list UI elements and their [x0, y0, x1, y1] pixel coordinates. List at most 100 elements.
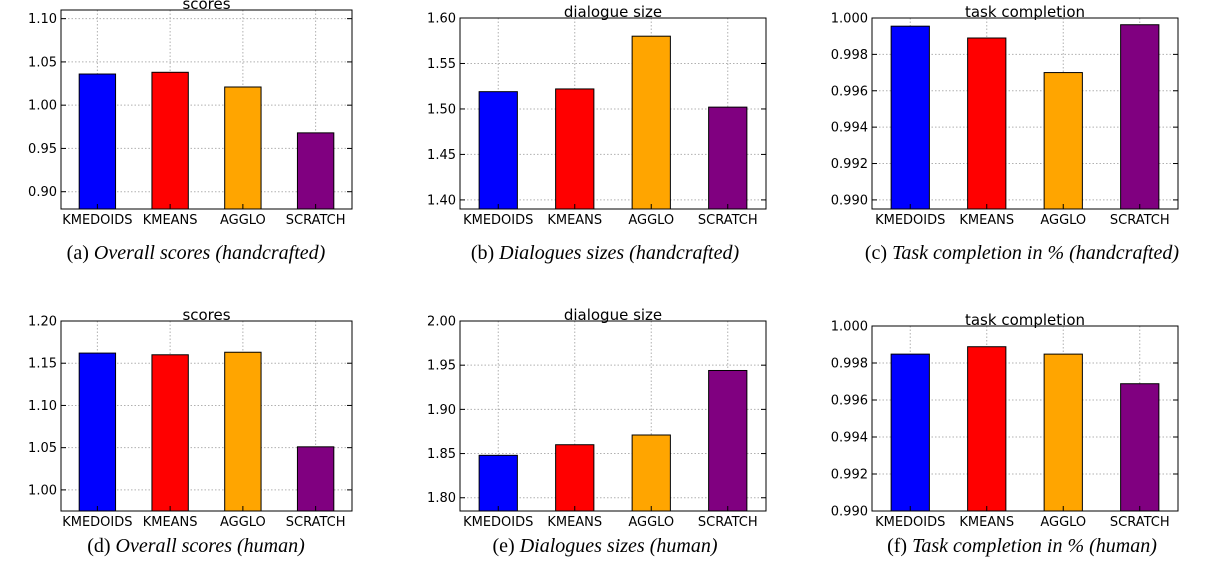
x-tick-label: KMEANS: [143, 515, 198, 530]
x-tick-label: SCRATCH: [1110, 515, 1170, 530]
caption-2: (b) Dialogues sizes (handcrafted): [405, 242, 805, 265]
y-tick-label: 1.00: [28, 483, 57, 498]
y-tick-label: 1.40: [427, 193, 456, 208]
bar-scratch: [708, 106, 748, 210]
bar-scratch: [1120, 383, 1160, 512]
caption-text: Dialogues sizes (handcrafted): [499, 242, 740, 264]
caption-label: (e): [492, 535, 515, 557]
y-tick-label: 2.00: [427, 315, 456, 330]
caption-text: Overall scores (human): [115, 535, 305, 557]
y-tick-label: 0.998: [831, 48, 868, 63]
x-tick-label: KMEANS: [547, 213, 602, 228]
bar-kmedoids: [78, 73, 117, 210]
caption-6: (f) Task completion in % (human): [822, 535, 1216, 558]
chart-title: task completion: [965, 3, 1085, 21]
bar-scratch: [1120, 24, 1160, 210]
plot-frame: [871, 325, 1179, 512]
bar-kmedoids: [78, 352, 117, 512]
bar-scratch: [296, 132, 335, 210]
caption-text: Task completion in % (human): [912, 535, 1157, 557]
caption-label: (c): [864, 242, 888, 264]
y-tick-label: 1.20: [28, 315, 57, 330]
chart-panel-1: 0.90 0.95 1.00 1.05 1.10 KMEDOIDS KMEANS AGGLO S…: [28, 0, 353, 228]
x-tick-label: SCRATCH: [698, 515, 758, 530]
bar-kmeans: [151, 354, 189, 512]
chart-title: task completion: [965, 311, 1085, 329]
y-tick-label: 1.55: [427, 57, 456, 72]
bar-agglo: [1043, 353, 1083, 512]
x-tick-label: KMEANS: [547, 515, 602, 530]
x-tick-label: KMEANS: [959, 213, 1014, 228]
x-tick-label: KMEDOIDS: [62, 515, 132, 530]
caption-label: (f): [887, 535, 908, 557]
bar-agglo: [631, 35, 671, 210]
y-tick-label: 0.994: [831, 431, 868, 446]
x-tick-label: KMEDOIDS: [463, 213, 533, 228]
y-tick-label: 1.15: [28, 357, 57, 372]
y-tick-label: 1.50: [427, 102, 456, 117]
x-tick-label: AGGLO: [1040, 515, 1086, 530]
y-tick-label: 1.80: [427, 491, 456, 506]
bar-kmeans: [555, 88, 595, 210]
bar-kmedoids: [890, 353, 930, 512]
y-tick-label: 1.60: [427, 12, 456, 27]
bar-agglo: [224, 86, 262, 210]
bar-kmedoids: [478, 91, 518, 210]
bar-kmeans: [555, 444, 595, 512]
y-tick-label: 0.990: [831, 505, 868, 520]
x-tick-label: SCRATCH: [698, 213, 758, 228]
caption-text: Task completion in % (handcrafted): [892, 242, 1180, 264]
bar-kmedoids: [478, 454, 518, 512]
x-tick-label: AGGLO: [1040, 213, 1086, 228]
caption-5: (e) Dialogues sizes (human): [405, 535, 805, 558]
caption-label: (d): [87, 535, 111, 557]
bar-scratch: [296, 446, 335, 512]
plot-frame: [60, 320, 353, 512]
y-tick-label: 1.45: [427, 148, 456, 163]
y-tick-label: 1.95: [427, 359, 456, 374]
y-tick-label: 0.992: [831, 157, 868, 172]
y-tick-label: 1.85: [427, 447, 456, 462]
plot-frame: [459, 17, 767, 210]
bar-kmeans: [967, 346, 1007, 512]
bar-agglo: [631, 434, 671, 512]
x-tick-label: SCRATCH: [286, 213, 346, 228]
caption-4: (d) Overall scores (human): [0, 535, 396, 558]
caption-label: (b): [470, 242, 495, 264]
x-tick-label: AGGLO: [628, 213, 674, 228]
caption-text: Overall scores (handcrafted): [93, 242, 326, 264]
x-tick-label: AGGLO: [220, 515, 266, 530]
y-tick-label: 0.996: [831, 84, 868, 99]
chart-title: dialogue size: [564, 3, 662, 21]
y-tick-label: 0.990: [831, 193, 868, 208]
x-tick-label: KMEANS: [143, 213, 198, 228]
caption-1: (a) Overall scores (handcrafted): [0, 242, 396, 265]
bar-agglo: [224, 351, 262, 512]
y-tick-label: 1.000: [831, 320, 868, 335]
x-tick-label: KMEDOIDS: [875, 515, 945, 530]
x-tick-label: AGGLO: [220, 213, 266, 228]
x-tick-label: SCRATCH: [286, 515, 346, 530]
chart-panel-4: 1.00 1.05 1.10 1.15 1.20 KMEDOIDS KMEANS AGGLO S…: [28, 306, 353, 530]
bar-agglo: [1043, 72, 1083, 210]
y-tick-label: 0.994: [831, 121, 868, 136]
x-tick-label: AGGLO: [628, 515, 674, 530]
y-tick-label: 1.05: [28, 441, 57, 456]
x-tick-label: KMEDOIDS: [62, 213, 132, 228]
bar-kmedoids: [890, 25, 930, 210]
y-tick-label: 0.996: [831, 394, 868, 409]
plot-frame: [459, 320, 767, 512]
chart-panel-5: 1.80 1.85 1.90 1.95 2.00 KMEDOIDS KMEANS AGGLO S…: [427, 306, 767, 530]
y-tick-label: 0.90: [28, 185, 57, 200]
y-tick-label: 1.10: [28, 399, 57, 414]
x-tick-label: KMEDOIDS: [875, 213, 945, 228]
bar-kmeans: [967, 37, 1007, 210]
caption-text: Dialogues sizes (human): [519, 535, 718, 557]
y-tick-label: 1.000: [831, 12, 868, 27]
plot-frame: [871, 17, 1179, 210]
chart-panel-3: 0.990 0.992 0.994 0.996 0.998 1.000 KMEDOIDS KM…: [831, 3, 1179, 228]
chart-panel-2: 1.40 1.45 1.50 1.55 1.60 KMEDOIDS KMEANS AGGLO S…: [427, 3, 767, 228]
chart-title: scores: [182, 0, 230, 13]
y-tick-label: 0.998: [831, 357, 868, 372]
